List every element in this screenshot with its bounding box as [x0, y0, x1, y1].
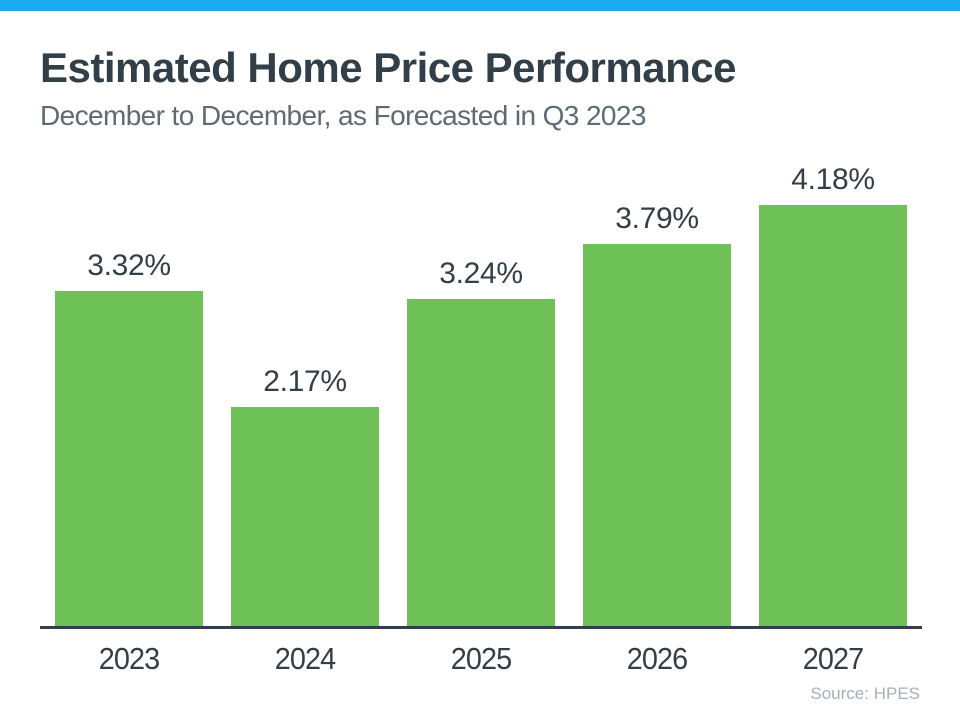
- page-subtitle: December to December, as Forecasted in Q…: [40, 100, 646, 131]
- bar-value-label-2026: 3.79%: [615, 202, 699, 235]
- bar-value-label-2027: 4.18%: [791, 163, 875, 196]
- bar-2023: [55, 291, 203, 626]
- x-axis-line: [40, 626, 922, 629]
- bar-value-label-2025: 3.24%: [439, 257, 523, 290]
- source-caption: Source: HPES: [810, 684, 920, 703]
- page-title: Estimated Home Price Performance: [40, 44, 736, 91]
- top-accent-bar: [0, 0, 960, 11]
- x-axis-label-2024: 2024: [274, 641, 336, 676]
- bar-2026: [583, 244, 731, 626]
- bar-2024: [231, 407, 379, 626]
- bar-2025: [407, 299, 555, 626]
- x-axis-label-2025: 2025: [450, 641, 512, 676]
- x-axis-label-2026: 2026: [626, 641, 688, 676]
- x-axis-label-2027: 2027: [802, 641, 864, 676]
- bar-value-label-2023: 3.32%: [87, 249, 171, 282]
- bar-2027: [759, 205, 907, 626]
- x-axis-label-2023: 2023: [98, 641, 160, 676]
- bar-value-label-2024: 2.17%: [263, 365, 347, 398]
